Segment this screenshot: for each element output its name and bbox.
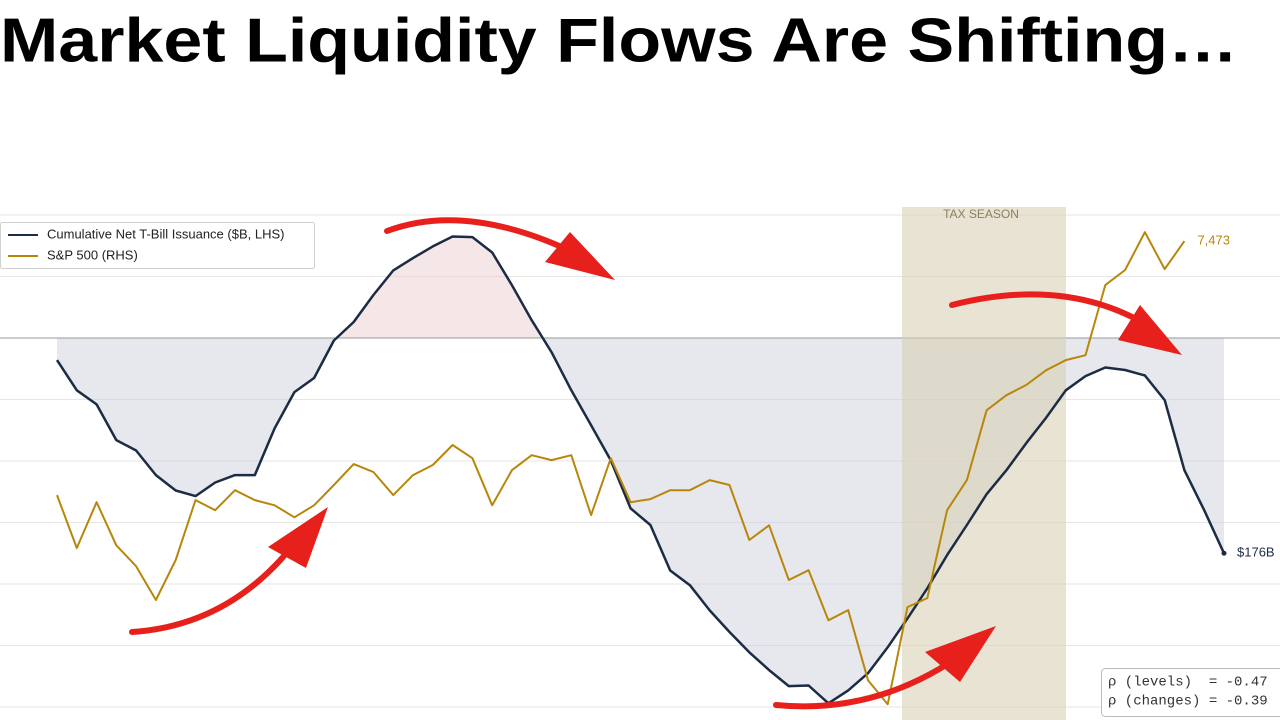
stats-box: ρ (levels) = -0.47 ρ (changes) = -0.39 (1101, 668, 1280, 717)
chart-title: Market Liquidity Flows Are Shifting… (0, 6, 1238, 75)
background-layer (0, 214, 1280, 708)
arrow-head (925, 626, 996, 682)
stats-frame (1101, 668, 1280, 717)
series-line (56, 231, 1186, 706)
arrow-head (1118, 305, 1182, 355)
band-label: TAX SEASON (943, 207, 1019, 221)
legend-label: Cumulative Net T-Bill Issuance ($B, LHS) (47, 226, 284, 241)
series-line (55, 235, 1226, 705)
arrow (384, 217, 588, 261)
series-layer: $176B 7,473 (55, 231, 1275, 706)
arrow-head (545, 232, 615, 280)
end-marker (1221, 550, 1227, 556)
arrow-head (268, 507, 328, 568)
legend-box (0, 222, 315, 269)
end-label: $176B (1237, 545, 1275, 560)
stat-line: ρ (changes) = -0.39 (1108, 694, 1268, 710)
end-label: 7,473 (1197, 233, 1230, 248)
annotation-arrows (129, 217, 1182, 710)
legend-label: S&P 500 (RHS) (47, 247, 138, 262)
legend: Cumulative Net T-Bill Issuance ($B, LHS)… (0, 222, 315, 269)
stat-line: ρ (levels) = -0.47 (1108, 675, 1268, 691)
